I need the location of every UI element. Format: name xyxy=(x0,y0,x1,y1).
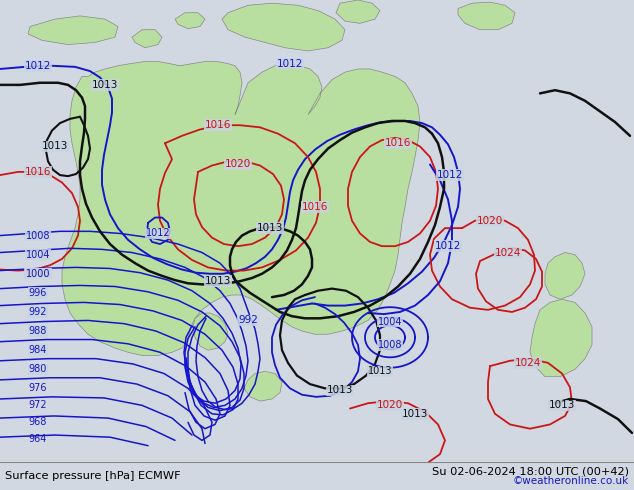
Polygon shape xyxy=(132,30,162,48)
Text: 988: 988 xyxy=(29,326,47,336)
Text: Su 02-06-2024 18:00 UTC (00+42): Su 02-06-2024 18:00 UTC (00+42) xyxy=(432,466,629,476)
Text: 1013: 1013 xyxy=(327,386,353,395)
Text: 1013: 1013 xyxy=(402,409,428,419)
Text: 1016: 1016 xyxy=(25,269,51,279)
Polygon shape xyxy=(244,371,282,401)
Text: 992: 992 xyxy=(29,307,48,317)
Polygon shape xyxy=(28,16,118,45)
Text: 1016: 1016 xyxy=(205,120,231,130)
Polygon shape xyxy=(545,252,585,299)
Text: 1012: 1012 xyxy=(435,241,461,251)
Text: 1020: 1020 xyxy=(377,400,403,410)
Text: 976: 976 xyxy=(29,383,48,393)
Polygon shape xyxy=(336,0,380,24)
Text: 984: 984 xyxy=(29,345,47,355)
Polygon shape xyxy=(458,2,515,30)
Text: 1016: 1016 xyxy=(385,138,411,148)
Text: 972: 972 xyxy=(29,400,48,410)
Text: 980: 980 xyxy=(29,364,47,374)
Text: 1013: 1013 xyxy=(368,367,392,376)
Polygon shape xyxy=(193,313,228,350)
Text: ©weatheronline.co.uk: ©weatheronline.co.uk xyxy=(513,476,629,486)
Text: 1013: 1013 xyxy=(42,142,68,151)
Text: 1013: 1013 xyxy=(92,80,118,90)
Text: 1024: 1024 xyxy=(495,247,521,258)
Polygon shape xyxy=(530,299,592,377)
Text: 1016: 1016 xyxy=(25,167,51,177)
Text: 1012: 1012 xyxy=(437,170,463,180)
Text: 996: 996 xyxy=(29,288,47,298)
Text: 1020: 1020 xyxy=(225,159,251,170)
Text: 1004: 1004 xyxy=(378,317,402,326)
Text: 1008: 1008 xyxy=(26,231,50,241)
Text: Surface pressure [hPa] ECMWF: Surface pressure [hPa] ECMWF xyxy=(5,471,181,481)
Text: 1013: 1013 xyxy=(549,400,575,410)
Text: 1020: 1020 xyxy=(477,216,503,226)
Text: 968: 968 xyxy=(29,417,47,427)
Text: 1013: 1013 xyxy=(205,276,231,286)
Polygon shape xyxy=(175,13,205,28)
Text: 1008: 1008 xyxy=(378,340,402,350)
Text: 964: 964 xyxy=(29,434,47,444)
Text: 1004: 1004 xyxy=(26,250,50,260)
Text: 1016: 1016 xyxy=(302,202,328,212)
Text: 1013: 1013 xyxy=(257,223,283,233)
Polygon shape xyxy=(222,3,345,51)
Text: 1012: 1012 xyxy=(146,228,171,239)
Text: 1012: 1012 xyxy=(277,59,303,69)
Polygon shape xyxy=(62,62,420,355)
Text: 1012: 1012 xyxy=(25,61,51,71)
Text: 992: 992 xyxy=(238,316,258,325)
Text: 1000: 1000 xyxy=(26,269,50,279)
Text: 1024: 1024 xyxy=(515,358,541,368)
